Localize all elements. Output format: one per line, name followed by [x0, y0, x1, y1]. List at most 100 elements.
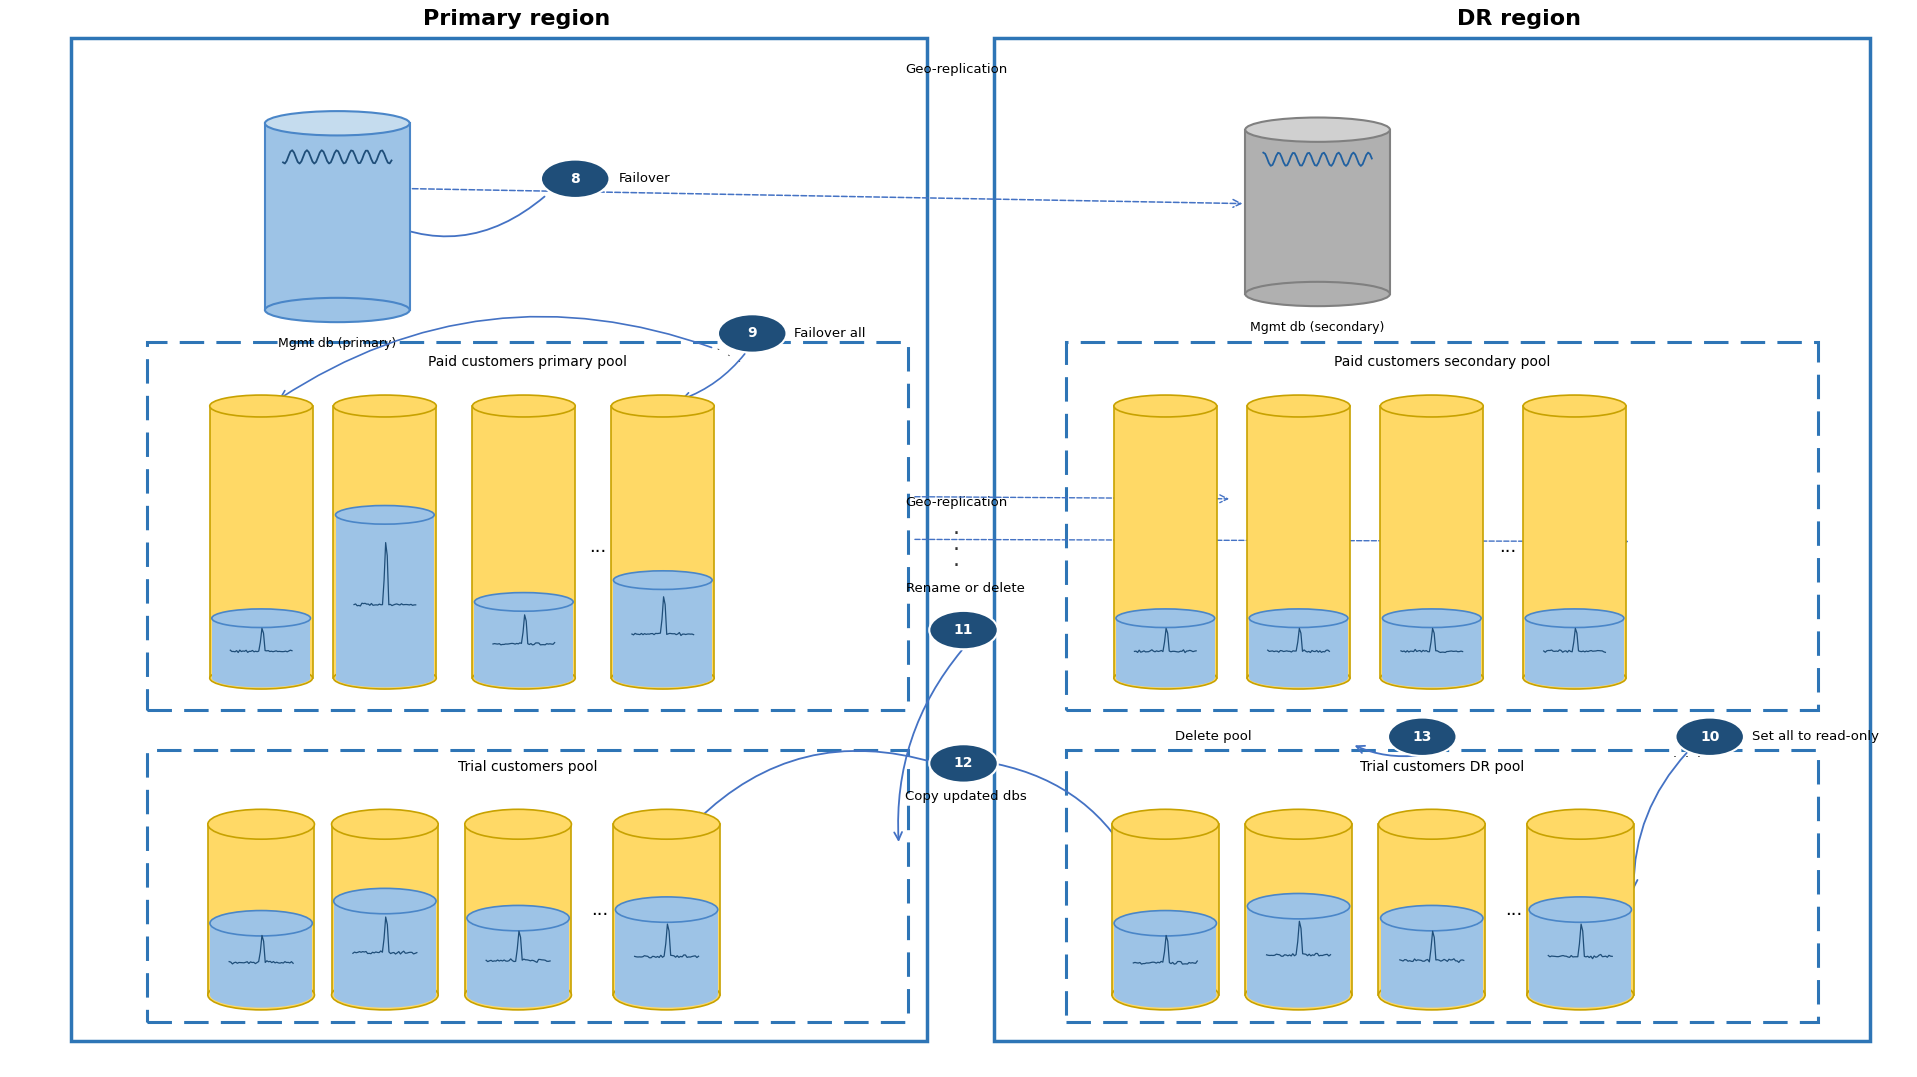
Ellipse shape	[1248, 894, 1350, 919]
Ellipse shape	[1246, 282, 1390, 306]
Circle shape	[1675, 717, 1744, 756]
Text: Rename or delete: Rename or delete	[907, 582, 1026, 595]
Text: DR region: DR region	[1457, 10, 1582, 29]
Bar	[334, 901, 435, 995]
Ellipse shape	[1246, 809, 1351, 839]
Bar	[207, 824, 314, 995]
Ellipse shape	[1380, 982, 1484, 1008]
Text: Primary region: Primary region	[422, 10, 610, 29]
Ellipse shape	[332, 809, 439, 839]
Text: Mgmt db (primary): Mgmt db (primary)	[278, 337, 397, 350]
Bar	[1524, 406, 1626, 679]
Text: ...: ...	[589, 538, 606, 557]
Ellipse shape	[615, 897, 717, 922]
Ellipse shape	[472, 667, 575, 689]
Ellipse shape	[1114, 910, 1217, 936]
Ellipse shape	[209, 667, 312, 689]
Bar	[1378, 824, 1486, 995]
Bar	[332, 824, 439, 995]
Ellipse shape	[265, 298, 410, 322]
Ellipse shape	[1530, 897, 1631, 922]
Ellipse shape	[468, 982, 569, 1008]
Ellipse shape	[1524, 667, 1626, 689]
Ellipse shape	[612, 395, 715, 417]
Text: Paid customers primary pool: Paid customers primary pool	[427, 354, 627, 368]
Text: 9: 9	[748, 326, 757, 340]
Text: Trial customers DR pool: Trial customers DR pool	[1361, 760, 1524, 774]
Bar	[1066, 750, 1817, 1022]
Ellipse shape	[335, 505, 435, 524]
Text: Delete pool: Delete pool	[1175, 730, 1252, 743]
Ellipse shape	[334, 395, 437, 417]
Bar	[1246, 129, 1390, 294]
Bar	[475, 602, 573, 679]
Bar	[265, 123, 410, 310]
Text: Geo-replication: Geo-replication	[905, 495, 1006, 508]
Ellipse shape	[475, 669, 573, 687]
Bar	[1530, 910, 1631, 995]
Ellipse shape	[1250, 669, 1348, 687]
Text: Failover: Failover	[619, 172, 671, 185]
Bar	[1380, 406, 1484, 679]
Ellipse shape	[335, 669, 435, 687]
Bar	[211, 923, 312, 995]
Ellipse shape	[612, 667, 715, 689]
Text: Geo-replication: Geo-replication	[905, 64, 1006, 76]
Ellipse shape	[1246, 980, 1351, 1010]
Ellipse shape	[334, 889, 435, 913]
Text: 10: 10	[1700, 730, 1720, 744]
Text: Failover all: Failover all	[794, 327, 866, 340]
Circle shape	[1388, 717, 1457, 756]
Text: ·  ·  ·: · · ·	[711, 344, 744, 368]
Text: Copy updated dbs: Copy updated dbs	[905, 791, 1026, 803]
Ellipse shape	[475, 592, 573, 612]
Text: Set all to read-only: Set all to read-only	[1752, 730, 1879, 743]
Ellipse shape	[1382, 609, 1482, 628]
Ellipse shape	[472, 395, 575, 417]
Ellipse shape	[207, 980, 314, 1010]
Bar	[1380, 918, 1484, 995]
Ellipse shape	[1116, 669, 1215, 687]
Ellipse shape	[464, 809, 571, 839]
Ellipse shape	[211, 910, 312, 936]
Ellipse shape	[464, 980, 571, 1010]
Circle shape	[541, 159, 610, 198]
Bar	[1528, 824, 1633, 995]
Bar	[1526, 618, 1624, 679]
Ellipse shape	[1528, 980, 1633, 1010]
Bar	[613, 581, 711, 679]
Text: 11: 11	[955, 624, 974, 638]
Bar	[209, 406, 312, 679]
Ellipse shape	[334, 667, 437, 689]
Text: ·: ·	[953, 556, 958, 576]
Bar	[1246, 824, 1351, 995]
Ellipse shape	[211, 982, 312, 1008]
Ellipse shape	[1112, 980, 1219, 1010]
Ellipse shape	[334, 982, 435, 1008]
Text: ·: ·	[953, 524, 958, 544]
Bar	[612, 406, 715, 679]
Ellipse shape	[207, 809, 314, 839]
Ellipse shape	[1248, 667, 1350, 689]
Ellipse shape	[1250, 609, 1348, 628]
Ellipse shape	[209, 395, 312, 417]
Bar	[1114, 923, 1217, 995]
Ellipse shape	[468, 906, 569, 931]
Ellipse shape	[1248, 395, 1350, 417]
Ellipse shape	[1114, 395, 1217, 417]
Ellipse shape	[265, 111, 410, 136]
Ellipse shape	[1114, 667, 1217, 689]
Ellipse shape	[1526, 669, 1624, 687]
Text: Mgmt db (secondary): Mgmt db (secondary)	[1250, 321, 1384, 334]
Text: 8: 8	[571, 171, 581, 185]
Bar	[1116, 618, 1215, 679]
Text: ...: ...	[1499, 538, 1516, 557]
Ellipse shape	[332, 980, 439, 1010]
Bar	[464, 824, 571, 995]
Ellipse shape	[1248, 982, 1350, 1008]
Ellipse shape	[613, 980, 721, 1010]
Bar	[1066, 342, 1817, 710]
Ellipse shape	[1114, 982, 1217, 1008]
Text: ...: ...	[590, 900, 608, 919]
Ellipse shape	[1246, 117, 1390, 142]
